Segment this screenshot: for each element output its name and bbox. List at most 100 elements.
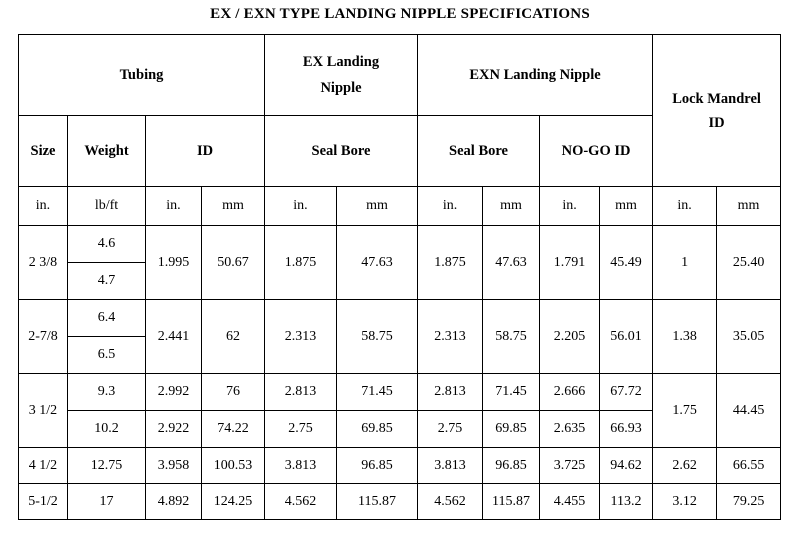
lock-mandrel-in-cell: 1.75 <box>652 373 718 448</box>
nogo-id-mm-cell: 45.49 <box>599 225 654 300</box>
table-row: 5-1/2 17 4.892 124.25 4.562 115.87 4.562… <box>18 483 782 520</box>
exn-seal-bore-mm-cell: 71.45 <box>482 373 541 411</box>
nogo-id-mm-cell: 56.01 <box>599 299 654 374</box>
table-row: 10.2 2.922 74.22 2.75 69.85 2.75 69.85 2… <box>19 410 781 448</box>
ex-seal-bore-in-cell: 2.75 <box>264 410 337 448</box>
unit-cell: mm <box>335 186 419 226</box>
ex-seal-bore-mm-cell: 58.75 <box>335 299 419 374</box>
unit-cell: lb/ft <box>67 186 146 226</box>
size-cell: 3 1/2 <box>18 373 68 448</box>
ex-seal-bore-mm-cell: 47.63 <box>335 225 419 300</box>
weight-cell: 6.4 <box>67 299 146 337</box>
units-row: in. lb/ft in. mm in. mm in. mm in. mm in… <box>18 186 782 226</box>
header-ex-line1: EX Landing <box>302 54 380 70</box>
ex-seal-bore-in-cell: 2.813 <box>264 373 337 411</box>
exn-seal-bore-in-cell: 3.813 <box>417 447 484 484</box>
id-mm-cell: 124.25 <box>201 483 265 520</box>
id-mm-cell: 50.67 <box>201 225 265 300</box>
unit-cell: in. <box>18 186 68 226</box>
nogo-id-mm-cell: 94.62 <box>599 447 654 484</box>
ex-seal-bore-in-cell: 1.875 <box>264 225 337 300</box>
unit-cell: mm <box>482 186 541 226</box>
weight-cell: 10.2 <box>67 410 146 448</box>
exn-seal-bore-in-cell: 2.313 <box>417 299 484 374</box>
lock-mandrel-in-cell: 1.38 <box>652 299 718 374</box>
ex-seal-bore-mm-cell: 96.85 <box>335 447 419 484</box>
nogo-id-in-cell: 2.205 <box>539 299 601 374</box>
header-tubing: Tubing <box>18 34 265 116</box>
ex-seal-bore-in-cell: 4.562 <box>264 483 337 520</box>
header-nogo-id: NO-GO ID <box>539 115 654 187</box>
id-mm-cell: 74.22 <box>201 410 265 448</box>
unit-cell: in. <box>652 186 718 226</box>
header-row-group: Tubing EX Landing Nipple EXN Landing Nip… <box>18 34 782 187</box>
exn-seal-bore-in-cell: 2.813 <box>417 373 484 411</box>
lock-mandrel-mm-cell: 44.45 <box>716 373 782 448</box>
nogo-id-in-cell: 2.635 <box>539 410 601 448</box>
exn-seal-bore-mm-cell: 96.85 <box>482 447 541 484</box>
id-in-cell: 4.892 <box>145 483 202 520</box>
nogo-id-in-cell: 4.455 <box>539 483 601 520</box>
header-id: ID <box>145 115 265 187</box>
nogo-id-in-cell: 2.666 <box>539 373 601 411</box>
ex-seal-bore-mm-cell: 69.85 <box>335 410 419 448</box>
size-cell: 4 1/2 <box>18 447 68 484</box>
weight-cell: 12.75 <box>67 447 146 484</box>
header-exn-landing-nipple: EXN Landing Nipple <box>417 34 654 116</box>
weight-cell: 4.7 <box>67 262 146 300</box>
size-cell: 5-1/2 <box>18 483 68 520</box>
header-lock-mandrel-line1: Lock Mandrel <box>672 90 761 107</box>
unit-cell: mm <box>716 186 782 226</box>
unit-cell: mm <box>599 186 654 226</box>
exn-seal-bore-mm-cell: 115.87 <box>482 483 541 520</box>
nogo-id-in-cell: 1.791 <box>539 225 601 300</box>
table-row: 4 1/2 12.75 3.958 100.53 3.813 96.85 3.8… <box>18 447 782 484</box>
ex-seal-bore-mm-cell: 71.45 <box>335 373 419 411</box>
nogo-id-mm-cell: 113.2 <box>599 483 654 520</box>
weight-cell: 17 <box>67 483 146 520</box>
exn-seal-bore-in-cell: 2.75 <box>417 410 484 448</box>
header-size: Size <box>18 115 68 187</box>
table-row: 4.7 <box>19 262 781 300</box>
exn-seal-bore-in-cell: 4.562 <box>417 483 484 520</box>
table-row: 3 1/2 9.3 2.992 76 2.813 71.45 2.813 71.… <box>18 373 782 448</box>
nogo-id-in-cell: 3.725 <box>539 447 601 484</box>
specifications-table: Tubing EX Landing Nipple EXN Landing Nip… <box>18 34 782 520</box>
unit-cell: in. <box>264 186 337 226</box>
header-weight: Weight <box>67 115 146 187</box>
lock-mandrel-in-cell: 1 <box>652 225 718 300</box>
lock-mandrel-in-cell: 2.62 <box>652 447 718 484</box>
lock-mandrel-in-cell: 3.12 <box>652 483 718 520</box>
exn-seal-bore-in-cell: 1.875 <box>417 225 484 300</box>
page-title: EX / EXN TYPE LANDING NIPPLE SPECIFICATI… <box>210 6 590 22</box>
header-lock-mandrel-id: Lock Mandrel ID <box>652 34 782 187</box>
header-ex-line2: Nipple <box>320 80 362 96</box>
ex-seal-bore-mm-cell: 115.87 <box>335 483 419 520</box>
ex-seal-bore-in-cell: 2.313 <box>264 299 337 374</box>
header-ex-seal-bore: Seal Bore <box>263 115 419 187</box>
id-in-cell: 1.995 <box>145 225 202 300</box>
id-mm-cell: 76 <box>201 373 265 411</box>
nogo-id-mm-cell: 67.72 <box>599 373 654 411</box>
weight-cell: 9.3 <box>67 373 146 411</box>
lock-mandrel-mm-cell: 35.05 <box>716 299 782 374</box>
header-ex-landing-nipple: EX Landing Nipple <box>263 34 419 116</box>
exn-seal-bore-mm-cell: 58.75 <box>482 299 541 374</box>
unit-cell: in. <box>145 186 202 226</box>
nogo-id-mm-cell: 66.93 <box>599 410 654 448</box>
size-cell: 2 3/8 <box>18 225 68 300</box>
id-in-cell: 2.992 <box>145 373 202 411</box>
exn-seal-bore-mm-cell: 69.85 <box>482 410 541 448</box>
header-lock-mandrel-line2: ID <box>708 114 725 131</box>
unit-cell: mm <box>201 186 265 226</box>
lock-mandrel-mm-cell: 79.25 <box>716 483 782 520</box>
lock-mandrel-mm-cell: 66.55 <box>716 447 782 484</box>
id-in-cell: 2.922 <box>145 410 202 448</box>
lock-mandrel-mm-cell: 25.40 <box>716 225 782 300</box>
table-row: 2-7/8 6.4 2.441 62 2.313 58.75 2.313 58.… <box>18 299 782 374</box>
weight-cell: 6.5 <box>67 336 146 374</box>
weight-cell: 4.6 <box>67 225 146 263</box>
unit-cell: in. <box>539 186 601 226</box>
size-cell: 2-7/8 <box>18 299 68 374</box>
id-in-cell: 2.441 <box>145 299 202 374</box>
